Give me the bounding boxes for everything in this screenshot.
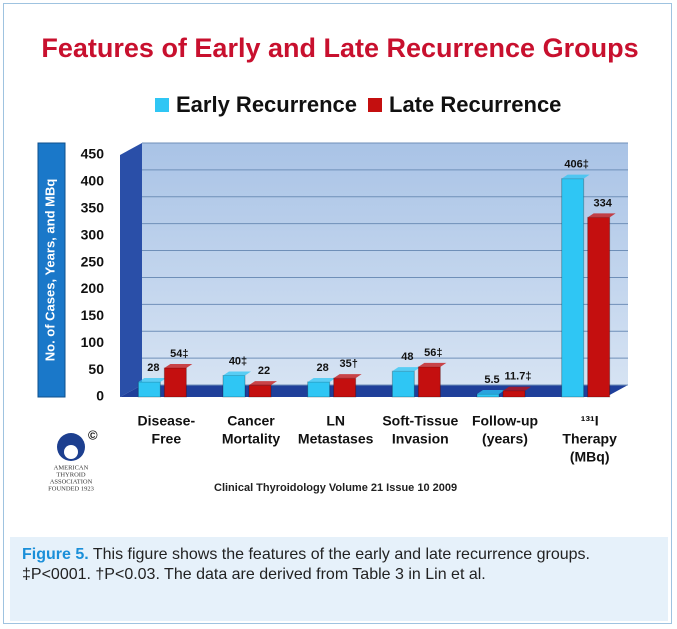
legend-label: Late Recurrence (389, 92, 561, 117)
y-tick-label: 400 (81, 173, 105, 189)
value-label: 48 (401, 351, 413, 363)
value-label: 11.7‡ (505, 371, 532, 383)
bar-top (587, 213, 616, 218)
logo-text: FOUNDED 1923 (48, 485, 94, 492)
source: Clinical Thyroidology Volume 21 Issue 10… (214, 482, 457, 494)
logo-symbol: © (88, 427, 98, 442)
chart-title: Features of Early and Late Recurrence Gr… (41, 33, 638, 63)
value-label: 28 (317, 362, 329, 374)
bar (222, 374, 246, 398)
logo-text: AMERICAN (54, 464, 89, 471)
bar-top (164, 363, 193, 368)
bar (502, 390, 526, 398)
y-tick-label: 0 (96, 388, 104, 404)
y-tick-label: 450 (81, 146, 105, 162)
bar-top (503, 386, 531, 391)
value-label: 406‡ (564, 159, 588, 171)
bar-top (138, 377, 167, 382)
y-tick-label: 250 (81, 253, 105, 269)
value-label: 35† (339, 358, 357, 370)
y-tick-label: 200 (81, 280, 105, 296)
bar-top (307, 377, 336, 382)
bar-top (392, 367, 421, 372)
x-tick-label: LN (326, 413, 345, 429)
x-tick-label: Therapy (562, 431, 617, 447)
x-tick-label: Disease- (138, 413, 196, 429)
bar (163, 367, 187, 398)
bar (417, 366, 441, 398)
value-label: 40‡ (229, 355, 247, 367)
legend-swatch (368, 98, 382, 112)
figure-frame (3, 3, 672, 624)
x-tick-label: Invasion (392, 431, 449, 447)
value-label: 22 (258, 365, 270, 377)
bar-top (561, 174, 590, 179)
bar (248, 384, 272, 398)
bar (587, 216, 611, 398)
bar (561, 178, 585, 398)
x-tick-label: ¹³¹I (581, 413, 599, 429)
caption-label: Figure 5. (22, 546, 89, 563)
bar-top (223, 371, 251, 376)
x-tick-label: Mortality (222, 431, 281, 447)
x-tick-label: Metastases (298, 431, 374, 447)
legend-label: Early Recurrence (176, 92, 357, 117)
bar-top (477, 390, 505, 395)
bar-top (418, 362, 447, 367)
chart: Features of Early and Late Recurrence Gr… (37, 33, 639, 494)
x-tick-label: (MBq) (570, 449, 610, 465)
logo-text: THYROID (56, 471, 86, 478)
x-tick-label: Soft-Tissue (382, 413, 458, 429)
logo-mark (64, 445, 78, 459)
logo-text: ASSOCIATION (50, 478, 93, 485)
y-label-box (37, 142, 66, 398)
caption-text: This figure shows the features of the ea… (22, 546, 590, 583)
bar (333, 377, 357, 398)
x-tick-label: Cancer (227, 413, 275, 429)
bar-top (249, 381, 277, 386)
value-label: 28 (147, 362, 159, 374)
bar (476, 393, 500, 398)
y-tick-label: 100 (81, 334, 105, 350)
value-label: 334 (593, 197, 612, 209)
value-label: 54‡ (170, 348, 188, 360)
side-wall (120, 143, 142, 397)
bar (391, 370, 415, 398)
x-tick-label: Free (152, 431, 182, 447)
value-label: 5.5 (484, 374, 499, 386)
logo (57, 433, 85, 461)
bar-top (333, 374, 362, 379)
y-tick-label: 150 (81, 307, 105, 323)
caption: Figure 5. This figure shows the features… (10, 537, 668, 621)
value-label: 56‡ (424, 347, 442, 359)
x-tick-label: Follow-up (472, 413, 538, 429)
y-tick-label: 350 (81, 199, 105, 215)
y-tick-label: 300 (81, 226, 105, 242)
floor (120, 385, 628, 397)
x-tick-label: (years) (482, 431, 528, 447)
back-wall (142, 143, 628, 385)
bar (137, 381, 161, 398)
bar (307, 381, 331, 398)
legend-swatch (155, 98, 169, 112)
y-tick-label: 50 (88, 361, 104, 377)
y-axis-label: No. of Cases, Years, and MBq (42, 179, 57, 362)
